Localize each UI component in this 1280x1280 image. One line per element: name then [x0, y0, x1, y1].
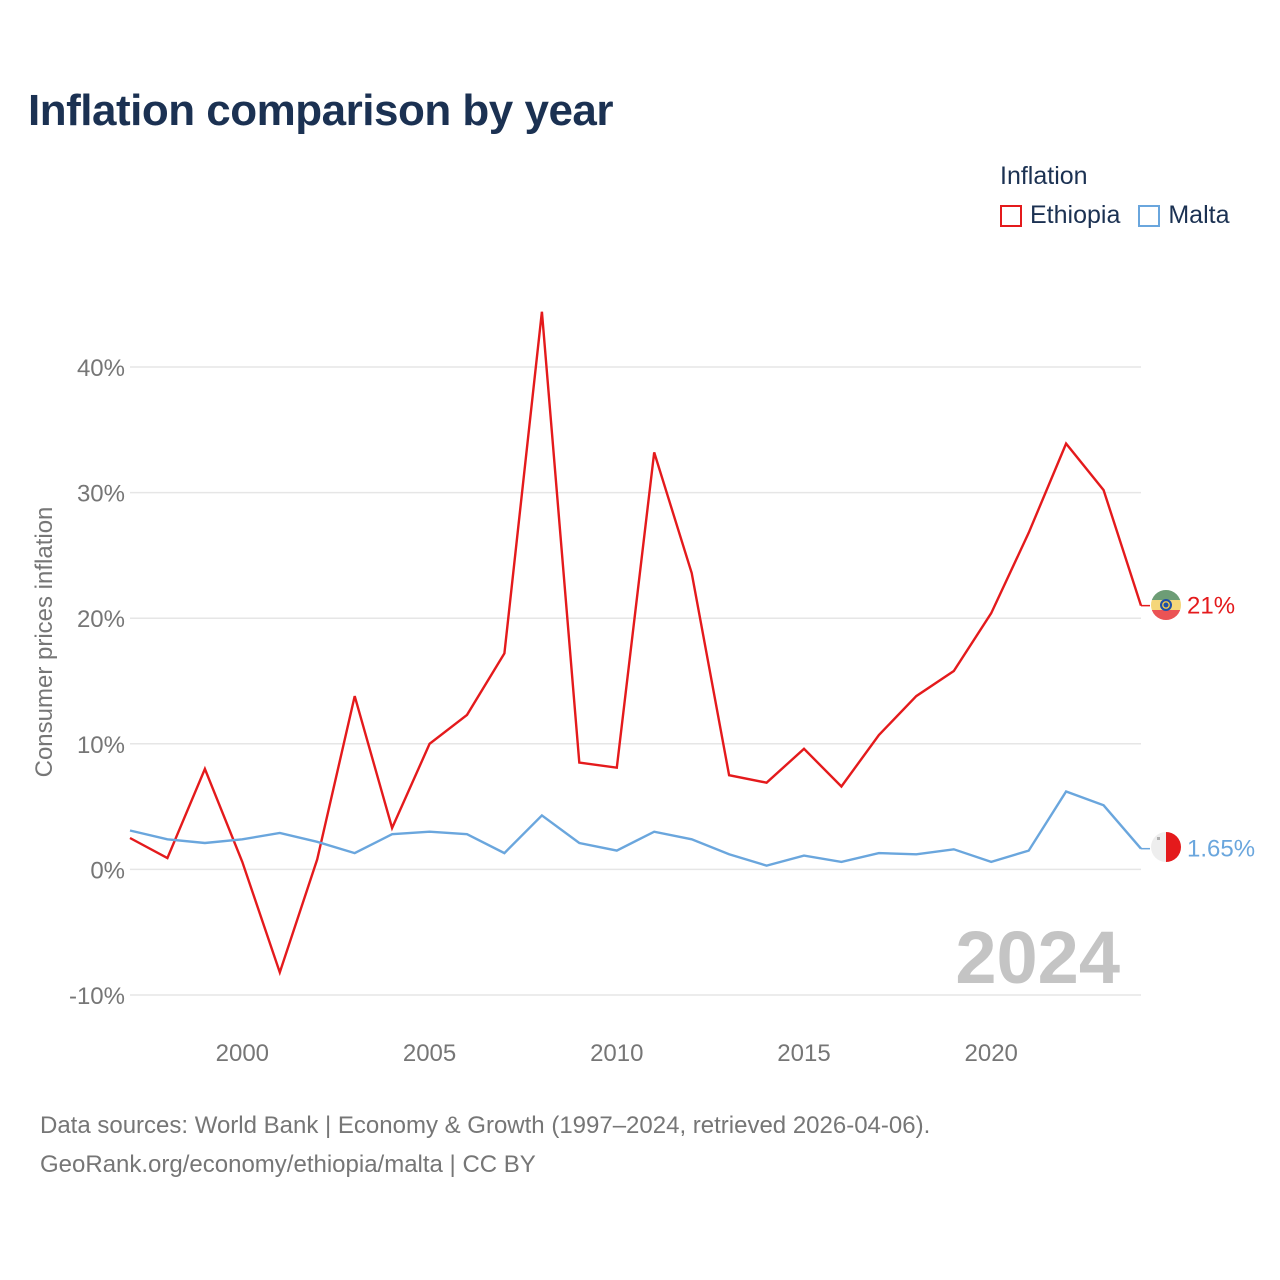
end-value-label-ethiopia: 21% [1187, 593, 1235, 620]
malta-flag-icon [1151, 832, 1181, 862]
legend-label-malta: Malta [1168, 201, 1230, 229]
series-lines: 21% 1.65% [129, 311, 1255, 977]
legend-label-ethiopia: Ethiopia [1030, 201, 1121, 229]
y-tick-label: 0% [90, 857, 125, 884]
y-tick-label: 30% [77, 481, 125, 508]
y-tick-label: -10% [69, 983, 125, 1010]
x-tick-label: 2020 [965, 1040, 1018, 1067]
y-tick-label: 20% [77, 606, 125, 633]
legend-item-malta[interactable]: Malta [1138, 201, 1230, 230]
legend-item-ethiopia[interactable]: Ethiopia [1000, 201, 1120, 230]
end-value-label-malta: 1.65% [1187, 836, 1255, 863]
line-chart: -10%0%10%20%30%40% 2000 2005 2010 2015 2020 … [31, 311, 1255, 1067]
year-watermark: 2024 [955, 916, 1120, 999]
source-note: Data sources: World Bank | Economy & Gro… [40, 1106, 930, 1184]
legend-title: Inflation [1000, 162, 1088, 190]
source-line-2[interactable]: GeoRank.org/economy/ethiopia/malta | CC … [40, 1151, 536, 1178]
series-line-ethiopia [129, 311, 1143, 977]
legend-swatch-ethiopia [1000, 204, 1022, 227]
legend-swatch-malta [1138, 204, 1161, 227]
source-line-1: Data sources: World Bank | Economy & Gro… [40, 1112, 931, 1139]
y-axis-ticks: -10% 0% 10% 20% 30% 40% [69, 355, 125, 1010]
y-tick-label: 10% [77, 732, 125, 759]
x-tick-label: 2005 [403, 1040, 456, 1067]
grid-lines [130, 366, 1141, 996]
y-axis-label: Consumer prices inflation [31, 507, 58, 778]
ethiopia-flag-icon [1151, 590, 1181, 620]
series-line-malta [129, 790, 1142, 867]
x-axis-ticks: 2000 2005 2010 2015 2020 [216, 1040, 1018, 1067]
y-tick-label: 40% [77, 355, 125, 382]
x-tick-label: 2010 [590, 1040, 643, 1067]
x-tick-label: 2000 [216, 1040, 269, 1067]
legend: Inflation Ethiopia Malta [1000, 162, 1230, 230]
chart-title: Inflation comparison by year [28, 86, 614, 135]
x-tick-label: 2015 [777, 1040, 830, 1067]
